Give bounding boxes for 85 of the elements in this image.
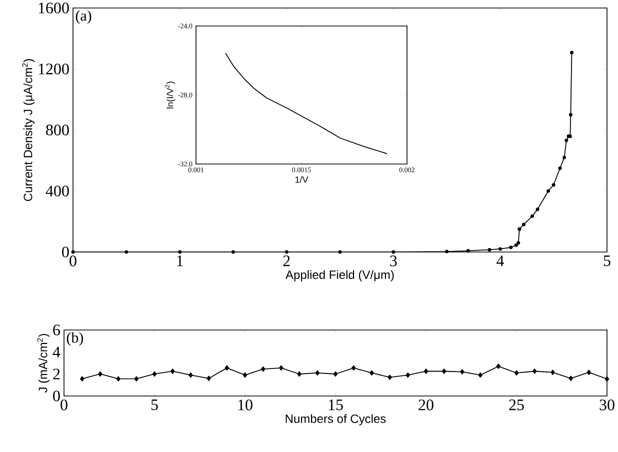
point bbox=[562, 156, 566, 160]
x-tick-label: 25 bbox=[509, 400, 524, 410]
x-tick-label: 4 bbox=[496, 256, 504, 266]
point bbox=[231, 250, 235, 254]
point bbox=[558, 166, 562, 170]
point bbox=[466, 249, 470, 253]
point bbox=[586, 370, 591, 375]
point bbox=[518, 227, 522, 231]
y-tick-label: 0 bbox=[53, 390, 60, 402]
point bbox=[297, 371, 302, 377]
x-tick-label: 10 bbox=[238, 400, 252, 410]
point bbox=[170, 368, 175, 374]
x-tick-label: 3 bbox=[390, 256, 397, 266]
point bbox=[536, 208, 540, 212]
point bbox=[370, 370, 374, 376]
x-tick-label: 0 bbox=[70, 256, 76, 266]
point bbox=[498, 247, 502, 251]
point bbox=[488, 248, 492, 252]
point bbox=[530, 214, 534, 218]
x-tick-label: 20 bbox=[418, 400, 434, 410]
point bbox=[206, 376, 211, 382]
y-tick-label: 400 bbox=[46, 186, 69, 196]
point bbox=[445, 250, 449, 254]
point bbox=[442, 368, 446, 374]
point bbox=[338, 250, 342, 254]
y-axis-title: J (mA/cm$^{2}$) bbox=[37, 334, 50, 393]
point bbox=[134, 376, 139, 382]
point bbox=[284, 250, 288, 254]
point bbox=[315, 370, 320, 376]
point bbox=[116, 376, 120, 382]
line-series bbox=[225, 52, 388, 154]
point bbox=[279, 365, 284, 371]
y-tick-label: 4 bbox=[52, 346, 60, 358]
point bbox=[352, 365, 356, 371]
point bbox=[568, 376, 573, 382]
point bbox=[152, 371, 157, 377]
x-tick-label: 2 bbox=[283, 256, 290, 266]
y-tick-label: 2 bbox=[53, 368, 60, 380]
point bbox=[71, 250, 75, 254]
x-tick-label: 15 bbox=[328, 400, 343, 410]
point bbox=[388, 374, 392, 380]
point bbox=[261, 366, 266, 372]
x-axis-title: Numbers of Cycles bbox=[286, 414, 386, 426]
point bbox=[392, 250, 396, 254]
point bbox=[460, 369, 464, 374]
point bbox=[516, 241, 520, 245]
point bbox=[509, 246, 513, 250]
point bbox=[98, 371, 102, 377]
point bbox=[224, 365, 230, 371]
point bbox=[550, 370, 555, 375]
point bbox=[124, 250, 128, 254]
point bbox=[514, 243, 518, 247]
y-tick-label: 800 bbox=[46, 124, 69, 136]
annotation: (b) bbox=[66, 332, 84, 346]
annotation: (a) bbox=[76, 10, 92, 24]
x-axis-title: Applied Field (V/μm) bbox=[286, 270, 394, 282]
point bbox=[604, 376, 610, 382]
point bbox=[570, 50, 574, 54]
point bbox=[178, 250, 182, 254]
x-tick-label: 5 bbox=[604, 256, 610, 266]
point bbox=[333, 371, 338, 377]
y-axis-title: Current Density J (μA/cm$^{2}$) bbox=[22, 59, 35, 201]
y-tick-label: 1200 bbox=[38, 64, 69, 74]
x-tick-label: 5 bbox=[151, 400, 158, 410]
point bbox=[532, 368, 537, 374]
point bbox=[564, 138, 568, 142]
point bbox=[424, 368, 428, 374]
x-axis-title: 1/V bbox=[295, 176, 308, 183]
point bbox=[406, 372, 410, 378]
point bbox=[496, 364, 500, 369]
point bbox=[478, 372, 482, 378]
x-tick-label: 1 bbox=[177, 256, 183, 266]
y-tick-label: 1600 bbox=[38, 2, 69, 14]
point bbox=[514, 370, 519, 376]
point bbox=[568, 113, 572, 116]
point bbox=[552, 183, 556, 187]
point bbox=[546, 189, 550, 193]
point bbox=[188, 372, 193, 378]
y-axis-title: ln(I/V$^{2}$) bbox=[165, 82, 176, 108]
point bbox=[522, 222, 526, 226]
y-tick-label: 0 bbox=[62, 246, 69, 258]
x-tick-label: 30 bbox=[600, 400, 614, 410]
y-tick-label: 6 bbox=[53, 324, 60, 336]
point bbox=[80, 376, 84, 382]
point bbox=[242, 372, 248, 378]
